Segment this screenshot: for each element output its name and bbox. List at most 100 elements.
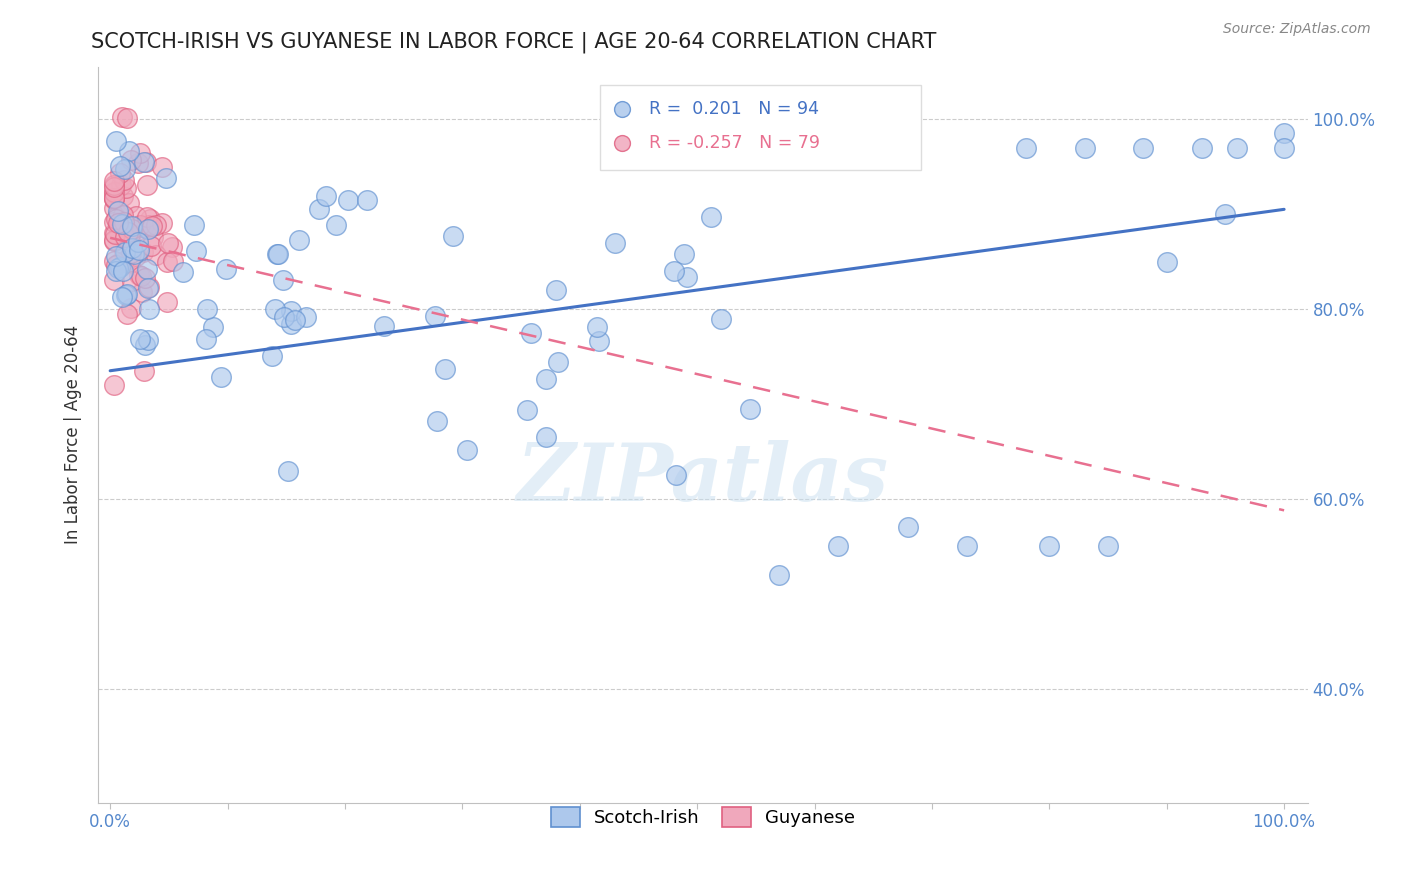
Point [150,216,173,230]
Point [288,233,311,247]
Point [267,246,290,260]
Point [672,246,695,260]
Point [115,286,138,301]
Point [103,253,125,268]
Point [136,221,159,235]
Point [107,255,129,269]
Point [138,280,160,294]
Point [201,320,224,334]
Point [136,178,159,192]
Point [273,310,295,325]
Point [276,464,298,478]
Point [308,202,330,217]
Y-axis label: In Labor Force | Age 20-64: In Labor Force | Age 20-64 [63,326,82,544]
Point [132,244,155,259]
Point [280,304,302,318]
Text: R = -0.257   N = 79: R = -0.257 N = 79 [648,134,820,152]
Point [127,235,149,249]
Point [150,160,173,174]
Point [441,228,464,243]
Point [266,246,288,260]
Point [125,249,148,263]
Point [121,222,143,236]
Point [121,241,143,255]
Point [607,210,630,224]
Point [118,227,141,241]
Point [157,235,180,250]
Point [134,270,156,285]
Point [676,269,699,284]
Point [107,260,129,275]
Point [114,244,136,259]
Point [295,310,318,325]
Point [139,238,162,252]
Point [1156,254,1178,268]
Point [103,192,125,206]
Point [700,210,723,224]
Point [103,234,125,248]
Point [520,326,543,340]
Point [114,221,136,235]
Point [105,211,128,226]
Point [1272,140,1295,154]
Point [122,246,145,260]
Point [103,202,125,216]
Text: Source: ZipAtlas.com: Source: ZipAtlas.com [1223,22,1371,37]
Point [103,178,125,192]
Point [118,144,141,158]
Point [209,369,232,384]
Point [145,248,167,262]
Point [110,290,132,304]
Point [114,181,136,195]
Point [107,203,129,218]
Point [114,161,136,176]
Point [434,361,457,376]
Point [117,225,139,239]
Point [280,318,302,332]
Point [315,189,337,203]
Point [138,301,160,316]
Point [740,401,762,416]
Point [115,288,138,302]
Point [104,227,127,242]
Point [103,233,125,247]
Point [128,332,150,346]
Point [139,212,162,227]
Point [356,193,378,207]
Point [1191,140,1213,154]
Point [215,261,238,276]
Point [103,215,125,229]
Point [271,273,294,287]
Point [132,220,155,235]
Point [1073,140,1095,154]
Point [262,349,284,363]
Point [115,111,138,125]
Point [128,268,150,283]
Point [127,156,149,170]
Point [588,334,610,348]
Point [128,243,150,257]
Point [897,520,920,534]
Point [121,275,143,289]
Point [112,172,135,186]
Point [768,568,790,582]
Point [111,208,134,222]
Text: R =  0.201   N = 94: R = 0.201 N = 94 [648,100,818,118]
Point [121,219,143,234]
Point [373,319,395,334]
Point [134,364,156,378]
Point [1215,207,1237,221]
Point [110,178,132,192]
Point [183,218,205,232]
Point [103,378,125,392]
Point [263,302,285,317]
Point [114,230,136,244]
Point [710,311,733,326]
Point [118,255,141,269]
Point [607,166,630,180]
Point [105,135,128,149]
Point [426,414,449,428]
Point [103,226,125,240]
Point [156,255,179,269]
Point [325,218,347,232]
